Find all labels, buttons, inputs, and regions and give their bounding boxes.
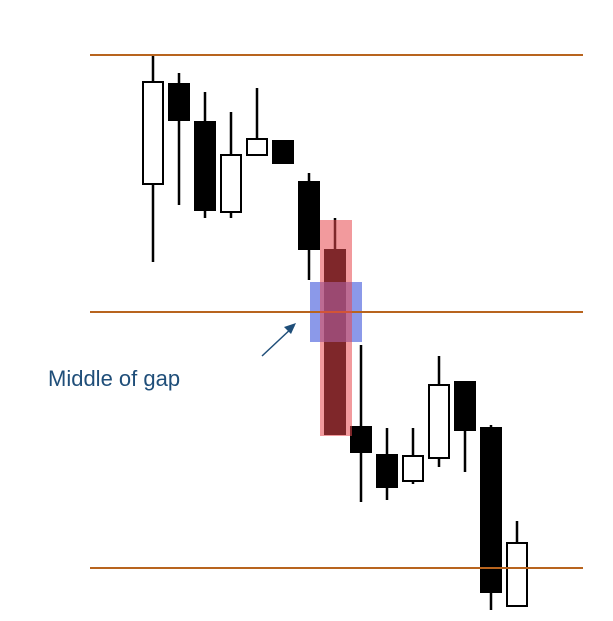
- candle-body: [168, 83, 190, 121]
- candle-body: [480, 427, 502, 593]
- candle-body: [454, 381, 476, 431]
- candle-body: [298, 181, 320, 250]
- gap-highlight: [320, 220, 352, 436]
- candle-body: [142, 81, 164, 185]
- candle-body: [350, 426, 372, 453]
- candle-body: [506, 542, 528, 607]
- candle-body: [194, 121, 216, 211]
- candle-body: [272, 140, 294, 164]
- candle-body: [402, 455, 424, 482]
- candle-body: [376, 454, 398, 488]
- candle-body: [428, 384, 450, 459]
- candle-body: [246, 138, 268, 156]
- candle-body: [220, 154, 242, 213]
- annotation: Middle of gap: [48, 366, 180, 391]
- arrow-head: [284, 323, 296, 334]
